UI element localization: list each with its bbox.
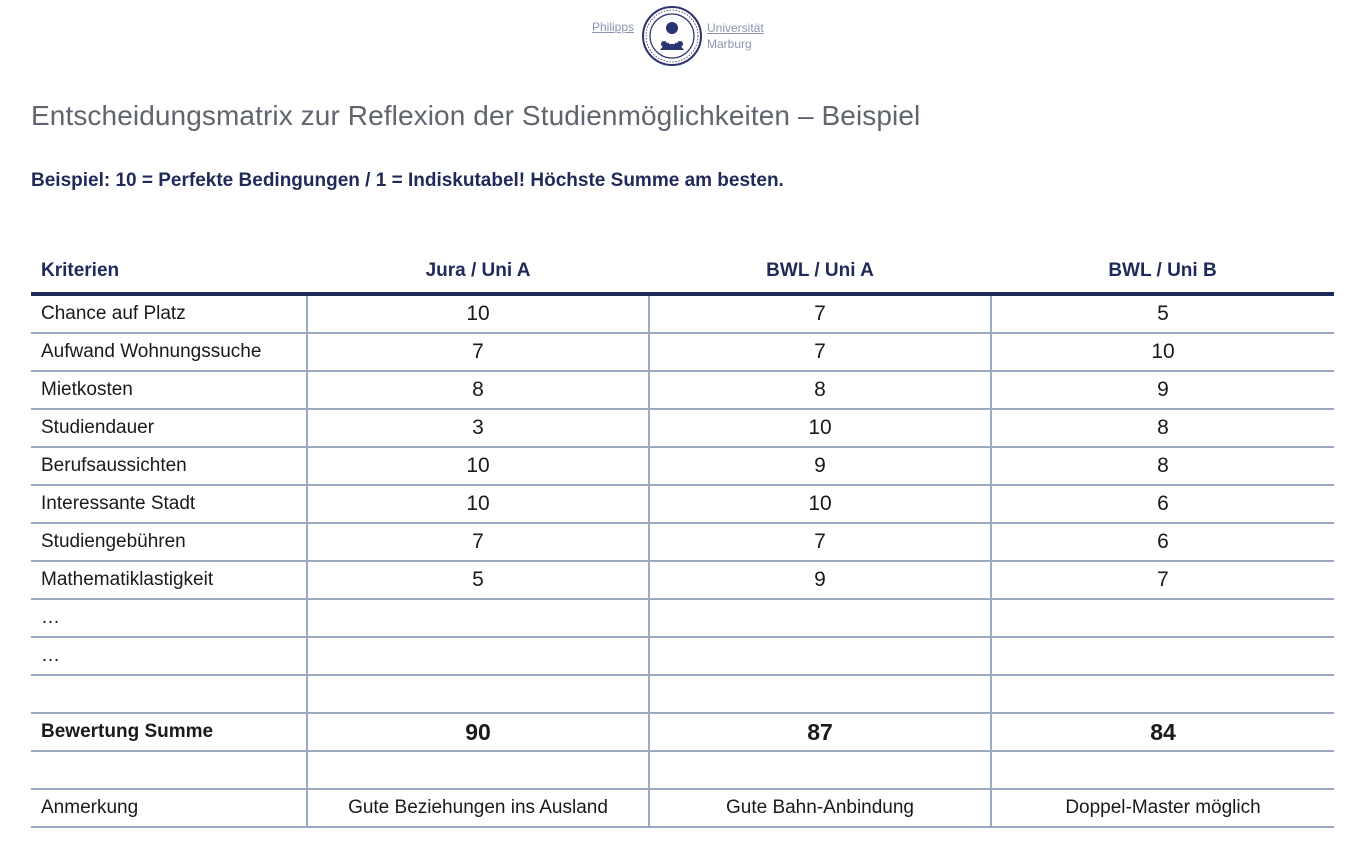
criterion-label: … bbox=[31, 637, 307, 676]
rating-scale-subtitle: Beispiel: 10 = Perfekte Bedingungen / 1 … bbox=[31, 170, 784, 191]
table-row: Berufsaussichten 10 9 8 bbox=[31, 447, 1334, 486]
score-cell: 10 bbox=[306, 485, 649, 524]
table-row: Aufwand Wohnungssuche 7 7 10 bbox=[31, 333, 1334, 372]
score-cell: 5 bbox=[306, 561, 649, 600]
column-header-option-1: Jura / Uni A bbox=[307, 250, 649, 296]
score-cell bbox=[306, 599, 649, 638]
score-cell bbox=[648, 599, 991, 638]
table-row: Mietkosten 8 8 9 bbox=[31, 371, 1334, 410]
blank-cell bbox=[990, 751, 1334, 790]
score-cell: 7 bbox=[990, 561, 1334, 600]
score-cell bbox=[648, 675, 991, 714]
sum-row: Bewertung Summe 90 87 84 bbox=[31, 713, 1334, 752]
criterion-label: … bbox=[31, 599, 307, 638]
note-row: Anmerkung Gute Beziehungen ins Ausland G… bbox=[31, 789, 1334, 828]
blank-cell bbox=[648, 751, 991, 790]
score-cell bbox=[990, 675, 1334, 714]
score-cell: 7 bbox=[306, 333, 649, 372]
page-title: Entscheidungsmatrix zur Reflexion der St… bbox=[31, 100, 921, 131]
sum-cell: 90 bbox=[306, 713, 649, 752]
column-header-option-2: BWL / Uni A bbox=[649, 250, 991, 296]
note-cell: Gute Bahn-Anbindung bbox=[648, 789, 991, 828]
score-cell: 7 bbox=[648, 523, 991, 562]
criterion-label: Berufsaussichten bbox=[31, 447, 307, 486]
table-header-row: Kriterien Jura / Uni A BWL / Uni A BWL /… bbox=[31, 250, 1334, 296]
score-cell bbox=[306, 637, 649, 676]
column-header-criteria: Kriterien bbox=[31, 250, 307, 296]
table-row: Studiendauer 3 10 8 bbox=[31, 409, 1334, 448]
blank-cell bbox=[31, 751, 307, 790]
criterion-label: Chance auf Platz bbox=[31, 294, 307, 334]
blank-row bbox=[31, 751, 1334, 790]
criterion-label: Mietkosten bbox=[31, 371, 307, 410]
sum-label: Bewertung Summe bbox=[31, 713, 307, 752]
criterion-label: Studiendauer bbox=[31, 409, 307, 448]
sum-cell: 84 bbox=[990, 713, 1334, 752]
logo-text-philipps: Philipps bbox=[592, 20, 635, 34]
note-label: Anmerkung bbox=[31, 789, 307, 828]
score-cell: 10 bbox=[990, 333, 1334, 372]
score-cell: 3 bbox=[306, 409, 649, 448]
criterion-label: Interessante Stadt bbox=[31, 485, 307, 524]
score-cell: 9 bbox=[648, 561, 991, 600]
table-row: … bbox=[31, 599, 1334, 638]
score-cell: 6 bbox=[990, 523, 1334, 562]
score-cell: 10 bbox=[306, 447, 649, 486]
table-row: Mathematiklastigkeit 5 9 7 bbox=[31, 561, 1334, 600]
score-cell: 7 bbox=[648, 333, 991, 372]
score-cell: 8 bbox=[306, 371, 649, 410]
score-cell: 10 bbox=[306, 294, 649, 334]
university-logo: Philipps Universität Marburg bbox=[592, 6, 774, 68]
logo-text-line1: Universität bbox=[707, 21, 764, 35]
column-header-option-3: BWL / Uni B bbox=[991, 250, 1334, 296]
table-row: Chance auf Platz 10 7 5 bbox=[31, 294, 1334, 334]
blank-cell bbox=[306, 751, 649, 790]
note-cell: Doppel-Master möglich bbox=[990, 789, 1334, 828]
sum-cell: 87 bbox=[648, 713, 991, 752]
criterion-label: Aufwand Wohnungssuche bbox=[31, 333, 307, 372]
score-cell bbox=[306, 675, 649, 714]
score-cell: 10 bbox=[648, 485, 991, 524]
criterion-label: Studiengebühren bbox=[31, 523, 307, 562]
decision-matrix-table: Kriterien Jura / Uni A BWL / Uni A BWL /… bbox=[31, 250, 1334, 828]
score-cell: 10 bbox=[648, 409, 991, 448]
score-cell: 7 bbox=[648, 294, 991, 334]
score-cell: 6 bbox=[990, 485, 1334, 524]
score-cell: 9 bbox=[990, 371, 1334, 410]
score-cell: 7 bbox=[306, 523, 649, 562]
logo-text-line2: Marburg bbox=[707, 37, 752, 51]
score-cell: 8 bbox=[648, 371, 991, 410]
university-seal-icon bbox=[642, 6, 702, 66]
note-cell: Gute Beziehungen ins Ausland bbox=[306, 789, 649, 828]
score-cell bbox=[990, 599, 1334, 638]
table-row bbox=[31, 675, 1334, 714]
score-cell: 9 bbox=[648, 447, 991, 486]
table-row: Interessante Stadt 10 10 6 bbox=[31, 485, 1334, 524]
logo-text-universitaet: Universität Marburg bbox=[707, 20, 764, 52]
criterion-label: Mathematiklastigkeit bbox=[31, 561, 307, 600]
score-cell bbox=[990, 637, 1334, 676]
score-cell: 8 bbox=[990, 409, 1334, 448]
table-row: Studiengebühren 7 7 6 bbox=[31, 523, 1334, 562]
score-cell: 8 bbox=[990, 447, 1334, 486]
table-row: … bbox=[31, 637, 1334, 676]
criterion-label bbox=[31, 675, 307, 714]
score-cell bbox=[648, 637, 991, 676]
score-cell: 5 bbox=[990, 294, 1334, 334]
